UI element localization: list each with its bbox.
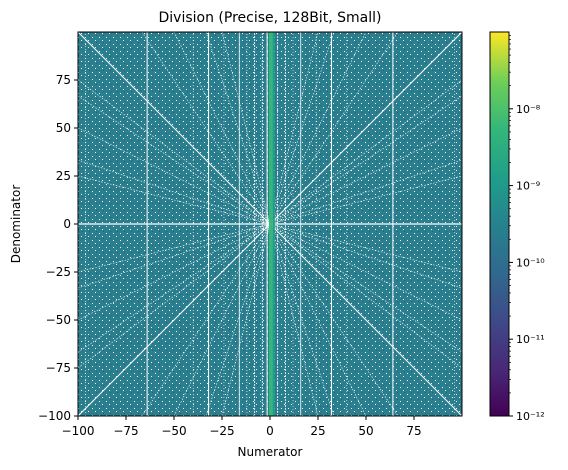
x-axis-ticks: −100 −75 −50 −25 0 25 50 75 bbox=[62, 416, 422, 438]
y-tick-label: −75 bbox=[46, 361, 71, 375]
y-tick-label: 0 bbox=[63, 217, 71, 231]
x-tick-label: 25 bbox=[310, 424, 325, 438]
colorbar-tick-label: 10⁻¹⁰ bbox=[516, 256, 545, 269]
x-tick-label: −75 bbox=[113, 424, 138, 438]
blank-line bbox=[78, 127, 462, 321]
high-error-columns bbox=[266, 32, 275, 416]
colorbar-tick-label: 10⁻⁸ bbox=[516, 103, 541, 116]
blank-line bbox=[141, 32, 399, 416]
x-tick-label: −50 bbox=[161, 424, 186, 438]
x-tick-label: −25 bbox=[209, 424, 234, 438]
y-axis-label: Denominator bbox=[9, 185, 23, 264]
x-tick-label: 75 bbox=[406, 424, 421, 438]
colorbar-tick-label: 10⁻⁹ bbox=[516, 180, 540, 193]
x-tick-label: −100 bbox=[62, 424, 95, 438]
colorbar-tick-label: 10⁻¹¹ bbox=[516, 333, 545, 346]
blank-line bbox=[78, 95, 462, 353]
y-tick-label: 25 bbox=[56, 169, 71, 183]
high-error-column bbox=[272, 32, 275, 416]
y-tick-label: −25 bbox=[46, 265, 71, 279]
blank-line bbox=[78, 95, 462, 353]
high-error-column bbox=[269, 32, 271, 416]
blank-line bbox=[141, 32, 399, 416]
colorbar-tick-label: 10⁻¹² bbox=[516, 410, 545, 423]
x-tick-label: 0 bbox=[266, 424, 274, 438]
colorbar-ticks: 10⁻¹² 10⁻¹¹ 10⁻¹⁰ 10⁻⁹ 10⁻⁸ bbox=[509, 35, 545, 423]
blank-line bbox=[173, 32, 367, 416]
x-tick-label: 50 bbox=[358, 424, 373, 438]
y-tick-label: 50 bbox=[56, 121, 71, 135]
y-tick-label: −50 bbox=[46, 313, 71, 327]
chart-title: Division (Precise, 128Bit, Small) bbox=[159, 10, 382, 26]
y-tick-label: −100 bbox=[38, 409, 71, 423]
plot-area bbox=[78, 32, 462, 416]
x-axis-label: Numerator bbox=[238, 445, 303, 459]
blank-line bbox=[78, 127, 462, 321]
y-tick-label: 75 bbox=[56, 73, 71, 87]
y-axis-ticks: −100 −75 −50 −25 0 25 50 75 bbox=[38, 73, 78, 423]
blank-line bbox=[173, 32, 367, 416]
colorbar bbox=[489, 31, 510, 417]
high-error-column bbox=[270, 32, 273, 416]
